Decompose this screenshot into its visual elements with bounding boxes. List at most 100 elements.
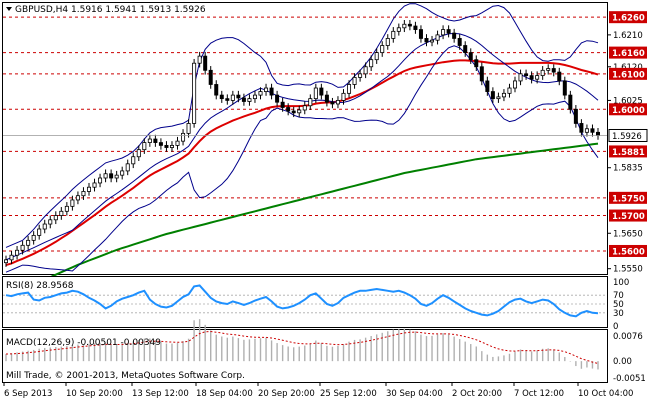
candle [275, 90, 280, 107]
price-panel[interactable]: 1.6210 1.6120 1.6025 1.5835 1.5650 1.5550 1.59… [2, 2, 648, 298]
candle [192, 58, 197, 128]
candle [302, 101, 307, 115]
candle [369, 55, 374, 72]
candle [529, 71, 534, 84]
rsi-tick-label: 0 [613, 322, 618, 332]
candle [109, 169, 114, 183]
candle [186, 119, 191, 138]
slow-ma-line [5, 142, 599, 298]
candle [42, 219, 47, 234]
candle [48, 215, 53, 229]
candle [363, 62, 368, 79]
candle [64, 202, 69, 216]
candle [142, 138, 147, 154]
level-tag-label: 1.5600 [612, 247, 645, 257]
level-tag: 1.5881 [609, 145, 647, 158]
collapse-triangle-icon[interactable] [6, 7, 12, 11]
candle [430, 35, 435, 47]
candle [313, 83, 318, 103]
time-tick-label: 10 Oct 04:00 [578, 389, 633, 399]
level-tag: 1.5600 [609, 244, 647, 257]
candle [53, 211, 58, 225]
rsi-tick-label: 100 [613, 278, 629, 288]
candle [457, 34, 462, 50]
candle [524, 69, 529, 80]
candle [308, 94, 313, 110]
candle [335, 96, 340, 109]
level-tag-label: 1.6100 [612, 70, 645, 80]
candle [103, 169, 108, 183]
candle [584, 124, 589, 137]
candle [9, 250, 14, 265]
candle [31, 231, 36, 245]
macd-tick-label: -0.0051 [613, 374, 646, 384]
candle [86, 182, 91, 196]
candle [324, 90, 329, 107]
candle [264, 83, 269, 96]
candle [385, 34, 390, 50]
level-tag-label: 1.5700 [612, 212, 645, 222]
candle [441, 25, 446, 40]
candle [341, 89, 346, 105]
copyright-text: Mill Trade, © 2001-2013, MetaQuotes Soft… [6, 371, 245, 381]
price-tick-label: 1.5650 [613, 229, 643, 239]
bollinger-upper [5, 3, 599, 248]
candle [501, 89, 506, 102]
price-tick-label: 1.6025 [613, 96, 643, 106]
candle [125, 159, 130, 176]
candle [590, 124, 595, 137]
candle [413, 21, 418, 34]
level-tag: 1.6100 [609, 67, 647, 80]
candle [70, 195, 75, 211]
candle [208, 66, 213, 89]
rsi-tick-label: 30 [613, 309, 624, 319]
fast-ma-line [5, 59, 599, 267]
candle [269, 83, 274, 100]
candle [374, 48, 379, 64]
candle [407, 20, 412, 31]
candle [546, 64, 551, 75]
level-tag-label: 1.6000 [612, 106, 645, 116]
candle [169, 141, 174, 152]
time-tick-label: 2 Oct 20:00 [452, 389, 502, 399]
candle [225, 94, 230, 105]
candle [396, 23, 401, 36]
level-tag: 1.5700 [609, 209, 647, 222]
time-tick-label: 18 Sep 04:00 [196, 389, 253, 399]
candle [164, 141, 169, 152]
price-tick-label: 1.5550 [613, 265, 643, 275]
candle [92, 178, 97, 192]
level-tag-label: 1.5750 [612, 194, 645, 204]
candle [573, 105, 578, 128]
macd-panel[interactable]: 0.0076 0.00 -0.0051 MACD(12,26,9) -0.00501… [2, 319, 646, 384]
candle [496, 92, 501, 103]
candle [463, 41, 468, 57]
candle [347, 80, 352, 98]
time-tick-label: 10 Sep 20:00 [66, 389, 123, 399]
level-tag: 1.6160 [609, 46, 647, 59]
candle [391, 27, 396, 43]
candle [15, 246, 20, 260]
price-tick-label: 1.5835 [613, 164, 643, 174]
candle [557, 67, 562, 86]
candle [136, 145, 141, 161]
candle [479, 62, 484, 86]
price-tick-label: 1.6210 [613, 31, 643, 41]
macd-title: MACD(12,26,9) -0.00501 -0.00349 [6, 338, 161, 348]
candle [4, 255, 9, 267]
candle [158, 138, 163, 150]
candle [330, 97, 335, 109]
candle [280, 97, 285, 112]
macd-tick-label: 0.0076 [613, 332, 643, 342]
time-tick-label: 25 Sep 12:00 [320, 389, 377, 399]
candle [490, 87, 495, 103]
candle [236, 90, 241, 103]
candle [26, 236, 31, 250]
candle [513, 76, 518, 93]
candle [518, 69, 523, 86]
candle [358, 69, 363, 82]
candle [153, 134, 158, 147]
candle [579, 119, 584, 137]
rsi-tick-label: 50 [613, 300, 624, 310]
